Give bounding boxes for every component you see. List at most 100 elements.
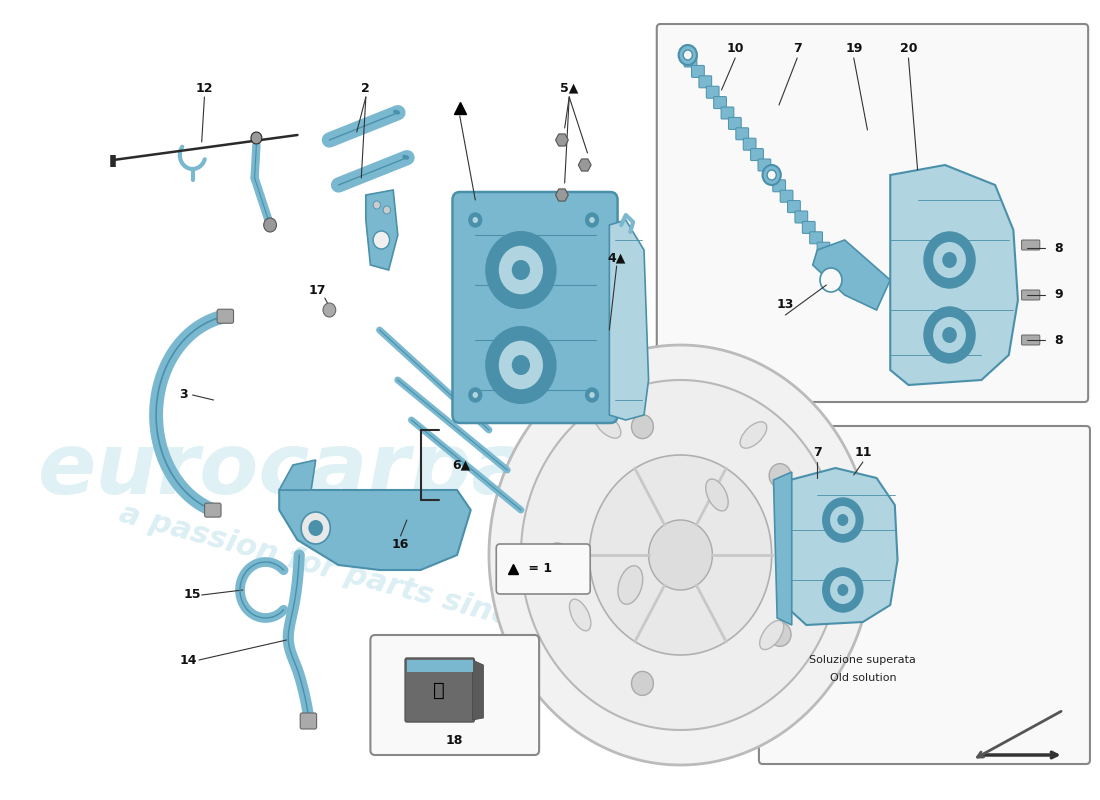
Circle shape [924,232,975,288]
Polygon shape [590,455,772,655]
Circle shape [469,388,482,402]
FancyBboxPatch shape [788,201,801,213]
Circle shape [631,671,653,695]
Circle shape [820,268,842,292]
Text: Old solution: Old solution [829,673,896,683]
Circle shape [823,568,862,612]
Text: = 1: = 1 [524,562,552,575]
FancyBboxPatch shape [496,544,591,594]
Text: 10: 10 [726,42,744,54]
FancyBboxPatch shape [758,159,771,171]
Circle shape [486,232,556,308]
FancyBboxPatch shape [750,149,763,161]
Polygon shape [579,159,591,171]
Ellipse shape [570,599,591,631]
Polygon shape [790,468,898,625]
Polygon shape [473,660,484,720]
FancyBboxPatch shape [795,211,807,223]
Circle shape [473,217,478,223]
Circle shape [473,392,478,398]
FancyBboxPatch shape [452,192,617,423]
Text: 5▲: 5▲ [560,82,579,94]
FancyBboxPatch shape [692,66,704,78]
Text: 8: 8 [1055,242,1064,254]
Text: 13: 13 [777,298,794,311]
Text: 2: 2 [362,82,371,94]
Polygon shape [556,134,569,146]
FancyBboxPatch shape [728,118,741,130]
Text: 16: 16 [392,538,409,551]
Text: 15: 15 [184,589,201,602]
Ellipse shape [760,620,783,650]
Circle shape [373,231,389,249]
Circle shape [943,327,957,343]
Circle shape [837,514,848,526]
Polygon shape [773,472,792,625]
FancyBboxPatch shape [802,222,815,234]
FancyBboxPatch shape [773,180,785,192]
Ellipse shape [706,479,728,511]
Circle shape [498,340,543,390]
FancyBboxPatch shape [405,658,474,722]
Text: 7: 7 [793,42,802,54]
Circle shape [933,242,966,278]
Circle shape [383,206,390,214]
FancyBboxPatch shape [766,170,778,182]
Circle shape [512,260,530,280]
Circle shape [762,165,781,185]
Polygon shape [556,189,569,201]
Text: a passion for parts since 1978: a passion for parts since 1978 [116,498,625,662]
Text: 9: 9 [1055,289,1064,302]
Circle shape [547,543,569,567]
Circle shape [251,132,262,144]
Circle shape [498,245,543,295]
Circle shape [323,303,336,317]
Circle shape [301,512,330,544]
FancyBboxPatch shape [759,426,1090,764]
FancyBboxPatch shape [825,253,837,265]
Polygon shape [407,660,473,672]
Polygon shape [649,520,713,590]
Polygon shape [521,380,840,730]
FancyBboxPatch shape [217,310,233,323]
FancyBboxPatch shape [744,138,756,150]
Text: 14: 14 [179,654,197,666]
FancyBboxPatch shape [1022,290,1040,300]
Text: 20: 20 [900,42,917,54]
FancyBboxPatch shape [722,107,734,119]
Circle shape [308,520,323,536]
Text: 🐎: 🐎 [433,681,444,699]
Ellipse shape [594,412,620,438]
FancyBboxPatch shape [684,55,697,67]
Text: 18: 18 [446,734,463,746]
Ellipse shape [740,422,767,448]
Circle shape [679,45,697,65]
Polygon shape [813,240,890,310]
Polygon shape [279,460,316,490]
Circle shape [683,50,692,60]
FancyBboxPatch shape [714,97,726,109]
Circle shape [767,170,777,180]
Text: eurocarparts: eurocarparts [39,429,666,511]
FancyBboxPatch shape [300,713,317,729]
Circle shape [264,218,276,232]
Text: Soluzione superata: Soluzione superata [810,655,916,665]
Circle shape [924,307,975,363]
Text: 17: 17 [309,283,327,297]
Text: 8: 8 [1055,334,1064,346]
Circle shape [769,622,791,646]
Circle shape [590,392,595,398]
Text: 7: 7 [813,446,822,458]
FancyBboxPatch shape [810,232,823,244]
Circle shape [373,201,381,209]
Circle shape [830,506,856,534]
Circle shape [830,576,856,604]
Circle shape [769,464,791,488]
Circle shape [943,252,957,268]
Circle shape [469,213,482,227]
FancyBboxPatch shape [657,24,1088,402]
Circle shape [823,498,862,542]
Text: 4▲: 4▲ [607,251,626,265]
Circle shape [486,327,556,403]
FancyBboxPatch shape [817,242,829,254]
